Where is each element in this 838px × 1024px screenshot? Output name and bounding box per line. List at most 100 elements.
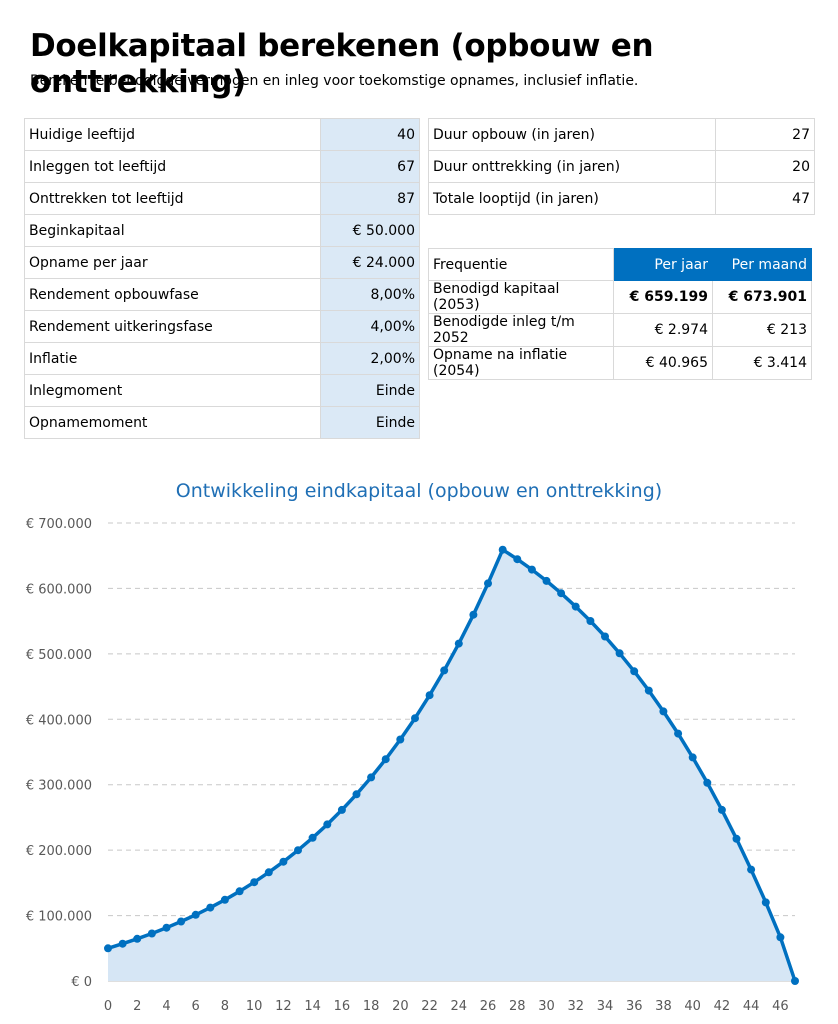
data-point <box>601 632 609 641</box>
data-point <box>162 923 171 932</box>
input-row: Opname per jaar € 24.000 <box>24 246 420 279</box>
x-tick-label: 24 <box>451 999 468 1014</box>
input-label: Opname per jaar <box>24 246 321 279</box>
page-title: Doelkapitaal berekenen (opbouw en onttre… <box>30 28 654 100</box>
chart-y-axis: € 0 € 100.000 € 200.000 € 300.000 € 400.000 €… <box>26 517 92 990</box>
x-tick-label: 32 <box>567 999 584 1014</box>
inputs-table: Huidige leeftijd 40 Inleggen tot leeftijd 6… <box>24 118 420 439</box>
y-tick-label: € 0 <box>71 975 92 990</box>
data-point <box>644 686 653 695</box>
x-tick-label: 6 <box>192 999 200 1014</box>
x-tick-label: 38 <box>655 999 672 1014</box>
data-point <box>104 944 112 953</box>
data-point <box>177 917 186 926</box>
page-subtitle: Bereken je benodigde vermogen en inleg v… <box>30 73 639 89</box>
y-tick-label: € 600.000 <box>26 582 92 597</box>
data-point <box>688 753 697 762</box>
results-header-label: Frequentie <box>428 248 614 281</box>
input-row: Opnamemoment Einde <box>24 406 420 439</box>
data-point <box>191 910 200 919</box>
capital-chart: € 0 € 100.000 € 200.000 € 300.000 € 400.000 €… <box>26 517 799 1014</box>
x-tick-label: 12 <box>275 999 292 1014</box>
data-point <box>469 610 478 619</box>
chart-x-axis: 0 2 4 6 8 10 12 14 16 18 20 22 24 26 28 30 32 34 36 38 40 42 4… <box>104 999 789 1014</box>
data-point <box>527 565 536 574</box>
input-label: Inleggen tot leeftijd <box>24 150 321 183</box>
data-point <box>352 790 361 799</box>
results-row: Benodigde inleg t/m 2052 € 2.974 € 213 <box>428 313 812 347</box>
input-value: € 50.000 <box>320 214 420 247</box>
input-row: Beginkapitaal € 50.000 <box>24 214 420 247</box>
data-point <box>776 933 785 942</box>
x-tick-label: 16 <box>334 999 351 1014</box>
data-point <box>118 939 127 948</box>
data-point <box>498 545 507 554</box>
duration-label: Duur onttrekking (in jaren) <box>428 150 716 183</box>
data-point <box>615 649 624 658</box>
data-point <box>337 805 346 814</box>
duration-label: Duur opbouw (in jaren) <box>428 118 716 151</box>
input-label: Inflatie <box>24 342 321 375</box>
duration-value: 20 <box>715 150 815 183</box>
input-label: Rendement uitkeringsfase <box>24 310 321 343</box>
y-tick-label: € 500.000 <box>26 648 92 663</box>
y-tick-label: € 100.000 <box>26 910 92 925</box>
x-tick-label: 22 <box>421 999 438 1014</box>
input-value: 67 <box>320 150 420 183</box>
data-point <box>411 714 419 723</box>
x-tick-label: 20 <box>392 999 409 1014</box>
y-tick-label: € 300.000 <box>26 779 92 794</box>
data-point <box>206 903 215 912</box>
input-value: 2,00% <box>320 342 420 375</box>
input-value: 40 <box>320 118 420 151</box>
results-row: Benodigd kapitaal (2053) € 659.199 € 673… <box>428 280 812 314</box>
x-tick-label: 26 <box>480 999 497 1014</box>
x-tick-label: 4 <box>162 999 170 1014</box>
x-tick-label: 10 <box>246 999 263 1014</box>
data-point <box>542 576 551 585</box>
input-value: € 24.000 <box>320 246 420 279</box>
data-point <box>264 868 273 877</box>
x-tick-label: 36 <box>626 999 643 1014</box>
data-point <box>761 898 770 907</box>
input-label: Onttrekken tot leeftijd <box>24 182 321 215</box>
data-point <box>279 857 288 866</box>
data-point <box>630 667 639 676</box>
data-point <box>235 887 244 896</box>
results-header-per-maand: Per maand <box>712 248 812 281</box>
input-label: Rendement opbouwfase <box>24 278 321 311</box>
input-row: Rendement opbouwfase 8,00% <box>24 278 420 311</box>
results-row-per-maand: € 3.414 <box>712 346 812 380</box>
data-point <box>294 846 302 855</box>
chart-title: Ontwikkeling eindkapitaal (opbouw en ont… <box>175 480 663 502</box>
results-row-per-jaar: € 40.965 <box>613 346 713 380</box>
data-point <box>147 929 156 938</box>
results-row-label: Benodigd kapitaal (2053) <box>428 280 614 314</box>
data-point <box>557 589 566 598</box>
y-tick-label: € 700.000 <box>26 517 92 532</box>
data-point <box>571 602 580 611</box>
input-value: 4,00% <box>320 310 420 343</box>
input-value: Einde <box>320 406 420 439</box>
duration-label: Totale looptijd (in jaren) <box>428 182 716 215</box>
results-header-row: Frequentie Per jaar Per maand <box>428 248 812 281</box>
results-row-per-maand: € 673.901 <box>712 280 812 314</box>
input-label: Opnamemoment <box>24 406 321 439</box>
results-row: Opname na inflatie (2054) € 40.965 € 3.4… <box>428 346 812 380</box>
data-point <box>674 729 683 738</box>
input-row: Inlegmoment Einde <box>24 374 420 407</box>
input-row: Inleggen tot leeftijd 67 <box>24 150 420 183</box>
x-tick-label: 0 <box>104 999 112 1014</box>
results-row-per-maand: € 213 <box>712 313 812 347</box>
duration-row: Totale looptijd (in jaren) 47 <box>428 182 815 215</box>
x-tick-label: 34 <box>597 999 614 1014</box>
input-value: Einde <box>320 374 420 407</box>
x-tick-label: 14 <box>304 999 321 1014</box>
results-row-per-jaar: € 659.199 <box>613 280 713 314</box>
data-point <box>367 773 376 782</box>
durations-table: Duur opbouw (in jaren) 27 Duur onttrekking… <box>428 118 815 215</box>
x-tick-label: 2 <box>133 999 141 1014</box>
duration-row: Duur onttrekking (in jaren) 20 <box>428 150 815 183</box>
results-row-per-jaar: € 2.974 <box>613 313 713 347</box>
data-point <box>381 755 390 764</box>
